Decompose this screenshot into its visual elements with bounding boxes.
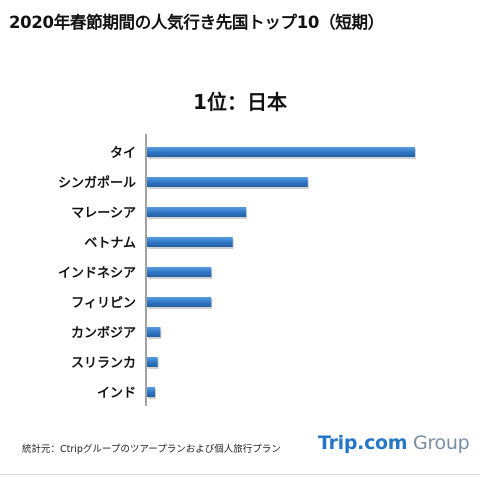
- category-label: シンガポール: [58, 175, 136, 191]
- bar: [147, 297, 212, 307]
- bar-chart: タイシンガポールマレーシアベトナムインドネシアフィリピンカンボジアスリランカイン…: [58, 134, 416, 406]
- bar: [147, 147, 415, 157]
- category-label: マレーシア: [71, 206, 136, 221]
- chart-subtitle: 1位：日本: [193, 90, 287, 114]
- bar: [147, 267, 212, 277]
- source-note: 統計元：Ctripグループのツアープランおよび個人旅行プラン: [22, 444, 281, 455]
- logo-secondary-text: Group: [407, 432, 470, 454]
- bar: [147, 207, 247, 217]
- category-label: タイ: [110, 146, 136, 161]
- bar: [147, 237, 233, 247]
- trip-com-group-logo: Trip.com Group: [318, 432, 470, 454]
- bar: [147, 327, 161, 337]
- bar: [147, 387, 156, 397]
- category-label: スリランカ: [71, 356, 136, 371]
- bar: [147, 177, 308, 187]
- category-label: インドネシア: [58, 266, 136, 281]
- category-label: カンボジア: [71, 325, 136, 341]
- chart-title: 2020年春節期間の人気行き先国トップ10（短期）: [9, 13, 384, 32]
- category-label: ベトナム: [84, 236, 136, 251]
- category-label: インド: [97, 386, 136, 401]
- category-label: フィリピン: [71, 296, 136, 311]
- logo-primary-text: Trip.com: [318, 432, 408, 454]
- divider: [0, 474, 480, 475]
- bar: [147, 357, 158, 367]
